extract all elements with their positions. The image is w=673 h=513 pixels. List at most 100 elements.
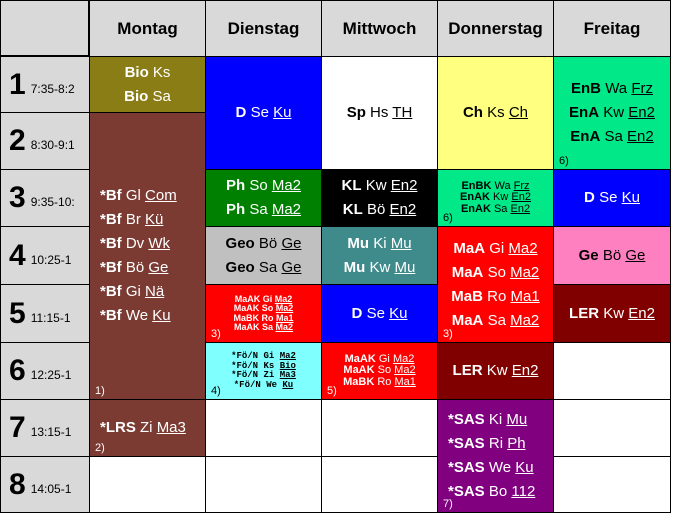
- period-number: 1: [9, 67, 26, 101]
- teacher: So: [487, 263, 506, 281]
- subject: MaBK: [343, 375, 375, 388]
- lesson-mi-kl[interactable]: KL Kw En2 KL Bö En2: [321, 169, 438, 227]
- lesson-di-ma[interactable]: MaAK Gi Ma2 MaAK So Ma2 MaBK Ro Ma1 MaAK Sa…: [205, 284, 322, 343]
- empty-slot[interactable]: [205, 399, 322, 457]
- lesson-do-ler[interactable]: LER Kw En2: [437, 342, 554, 400]
- teacher: Ks: [263, 360, 275, 371]
- lesson-di-d[interactable]: D Se Ku: [205, 56, 322, 170]
- teacher: Sa: [493, 202, 508, 215]
- room: Ge: [148, 259, 169, 276]
- lesson-fr-ler[interactable]: LER Kw En2: [553, 284, 671, 343]
- lesson-entry: Bio Sa: [124, 85, 171, 109]
- lesson-do-ma[interactable]: MaA Gi Ma2 MaA So Ma2 MaB Ro Ma1 MaA Sa Ma2…: [437, 226, 554, 343]
- lesson-fr-en[interactable]: EnB Wa Frz EnA Kw En2 EnA Sa En2 6): [553, 56, 671, 170]
- lesson-entry: *Bf Dv Wk: [90, 232, 170, 256]
- room: Ph: [507, 435, 526, 452]
- subject: MaB: [451, 287, 483, 305]
- subject: Ph: [225, 177, 246, 194]
- teacher: Bö: [366, 201, 386, 218]
- teacher: Bö: [258, 234, 278, 252]
- subject: EnAK: [460, 191, 490, 204]
- subject: Mu: [343, 258, 366, 276]
- room: Ma3: [279, 370, 296, 380]
- room: Ma2: [274, 293, 293, 304]
- lesson-mi-d[interactable]: D Se Ku: [321, 284, 438, 343]
- lesson-di-ph[interactable]: Ph So Ma2 Ph Sa Ma2: [205, 169, 322, 227]
- room: Ma2: [510, 263, 540, 281]
- lesson-di-geo[interactable]: Geo Bö Ge Geo Sa Ge: [205, 226, 322, 285]
- teacher: Br: [125, 211, 141, 228]
- lesson-fr-d[interactable]: D Se Ku: [553, 169, 671, 227]
- teacher: Gl: [125, 187, 141, 204]
- lesson-fr-ge[interactable]: Ge Bö Ge: [553, 226, 671, 285]
- subject: Sp: [346, 104, 366, 121]
- lesson-mo-lrs[interactable]: *LRS Zi Ma3 2): [89, 399, 206, 457]
- lesson-mi-ma[interactable]: MaAK Gi Ma2 MaAK So Ma2 MaBK Ro Ma1 5): [321, 342, 438, 400]
- lesson-mi-mu[interactable]: Mu Ki Mu Mu Kw Mu: [321, 226, 438, 285]
- day-header-dienstag: Dienstag: [205, 0, 322, 57]
- subject: Geo: [225, 258, 255, 276]
- room: Ma2: [275, 303, 294, 313]
- subject: MaA: [453, 239, 486, 257]
- room: Ma2: [275, 322, 294, 332]
- lesson-entry: LER Kw En2: [569, 302, 655, 326]
- lesson-mo-bf[interactable]: *Bf Gl Com *Bf Br Kü *Bf Dv Wk *Bf Bö Ge *Bf…: [89, 112, 206, 400]
- subject: EnAK: [460, 202, 491, 215]
- room: Ma2: [271, 201, 302, 218]
- teacher: Gi: [263, 351, 275, 361]
- subject: Bio: [124, 87, 149, 105]
- lesson-entry: Mu Ki Mu: [347, 232, 411, 256]
- room: Mu: [394, 258, 416, 276]
- period-number: 5: [9, 296, 26, 330]
- subject: EnA: [570, 128, 601, 145]
- teacher: Se: [366, 304, 385, 322]
- lesson-mi-sp[interactable]: Sp Hs TH: [321, 56, 438, 170]
- teacher: Ki: [488, 411, 503, 428]
- lesson-mo-bio[interactable]: Bio Ks Bio Sa: [89, 56, 206, 113]
- teacher: Bo: [488, 483, 508, 500]
- empty-slot[interactable]: [205, 456, 322, 513]
- period-header-4: 4 10:25-1: [0, 226, 90, 285]
- period-number: 8: [9, 467, 26, 501]
- empty-slot[interactable]: [553, 342, 671, 400]
- teacher: Ro: [377, 375, 392, 388]
- subject: *SAS: [448, 435, 485, 452]
- period-number: 2: [9, 124, 26, 157]
- lesson-entry: *SAS Ki Mu: [438, 408, 527, 432]
- period-header-5: 5 11:15-1: [0, 284, 90, 343]
- empty-slot[interactable]: [89, 456, 206, 513]
- lesson-entry: *Bf Bö Ge: [90, 256, 168, 280]
- subject: Ge: [578, 246, 599, 264]
- lesson-entry: MaBK Ro Ma1: [343, 375, 416, 389]
- subject: *Bf: [100, 235, 122, 252]
- footnote-marker: 5): [327, 385, 337, 397]
- empty-slot[interactable]: [553, 399, 671, 457]
- lesson-do-en[interactable]: EnBK Wa Frz EnAK Kw En2 EnAK Sa En2 6): [437, 169, 554, 227]
- room: Ge: [281, 234, 302, 252]
- lesson-entry: Ph So Ma2: [226, 174, 301, 198]
- lesson-entry: Geo Bö Ge: [226, 232, 302, 256]
- empty-slot[interactable]: [321, 456, 438, 513]
- lesson-entry: EnAK Kw En2: [460, 192, 531, 204]
- lesson-entry: EnAK Sa En2: [460, 202, 530, 216]
- teacher: Ri: [488, 435, 504, 452]
- lesson-di-foe[interactable]: *Fö/N Gi Ma2 *Fö/N Ks Bio *Fö/N Zi Ma3 *Fö/…: [205, 342, 322, 400]
- lesson-entry: Sp Hs TH: [347, 101, 413, 125]
- room: Ma2: [392, 352, 415, 365]
- subject: D: [584, 189, 595, 206]
- lesson-do-sas[interactable]: *SAS Ki Mu *SAS Ri Ph *SAS We Ku *SAS Bo 11…: [437, 399, 554, 513]
- teacher: Sa: [261, 322, 273, 332]
- lesson-do-ch[interactable]: Ch Ks Ch: [437, 56, 554, 170]
- teacher: Kw: [369, 258, 391, 276]
- lesson-entry: MaB Ro Ma1: [451, 285, 539, 309]
- empty-slot[interactable]: [553, 456, 671, 513]
- teacher: Se: [599, 189, 618, 206]
- room: En2: [389, 201, 417, 218]
- teacher: We: [125, 307, 149, 324]
- empty-slot[interactable]: [321, 399, 438, 457]
- lesson-entry: MaAK So Ma2: [234, 303, 294, 314]
- lesson-entry: Mu Kw Mu: [344, 256, 416, 280]
- lesson-entry: D Se Ku: [584, 186, 640, 210]
- subject: *Bf: [100, 283, 122, 300]
- teacher: Kw: [493, 191, 509, 204]
